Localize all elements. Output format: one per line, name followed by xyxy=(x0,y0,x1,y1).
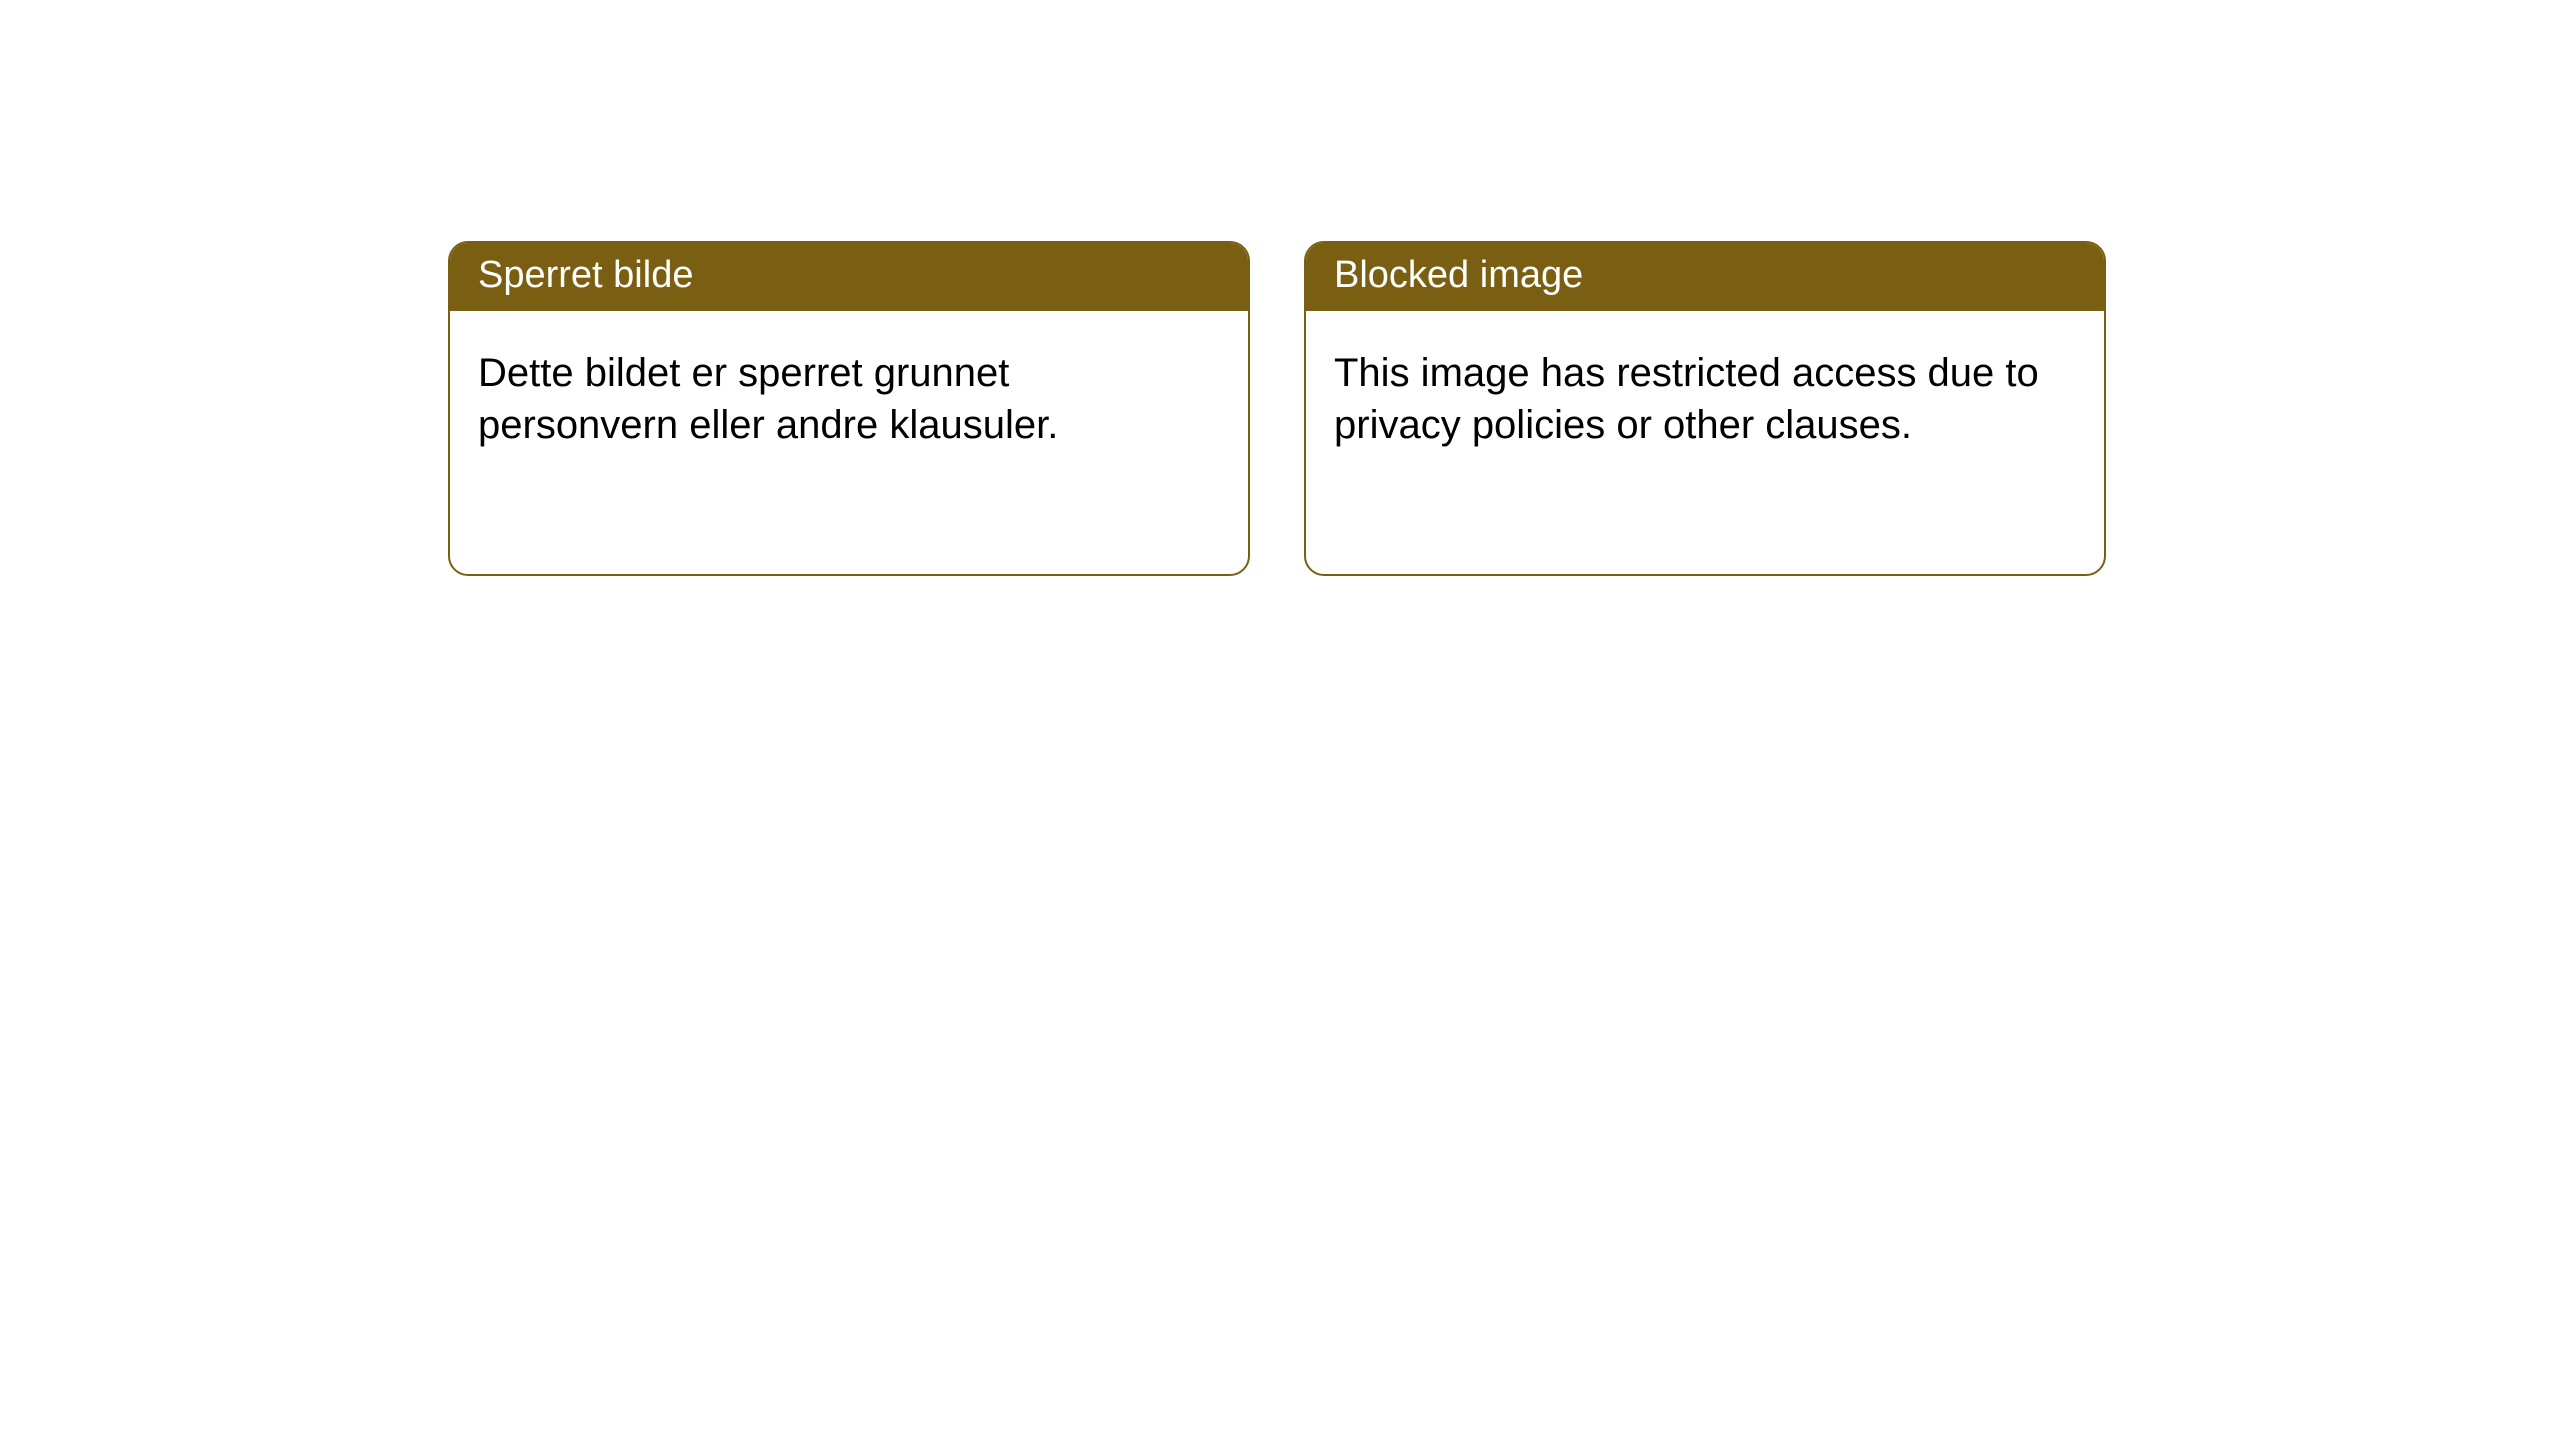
notice-card-header: Blocked image xyxy=(1306,243,2104,311)
notice-card-header: Sperret bilde xyxy=(450,243,1248,311)
notice-card-body: This image has restricted access due to … xyxy=(1306,311,2104,479)
notice-card-body: Dette bildet er sperret grunnet personve… xyxy=(450,311,1248,479)
notice-cards-container: Sperret bilde Dette bildet er sperret gr… xyxy=(0,0,2560,576)
notice-card-norwegian: Sperret bilde Dette bildet er sperret gr… xyxy=(448,241,1250,576)
notice-card-english: Blocked image This image has restricted … xyxy=(1304,241,2106,576)
